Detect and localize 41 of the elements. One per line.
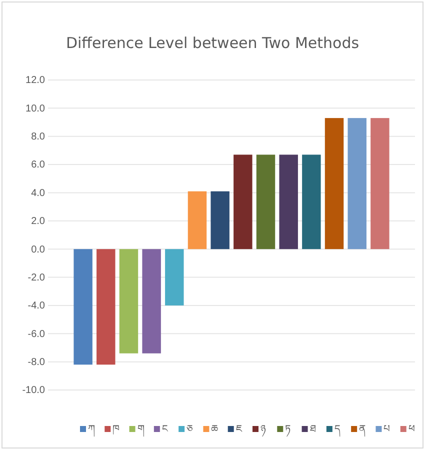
- bar: [188, 191, 207, 250]
- y-tick-label: 2.0: [31, 216, 46, 228]
- y-tick-label: -6.0: [28, 328, 46, 340]
- legend-label: ན: [359, 424, 366, 437]
- bar: [165, 249, 184, 306]
- y-tick-label: -4.0: [28, 300, 46, 312]
- bar: [96, 249, 116, 365]
- legend-label: ཇ: [236, 424, 243, 435]
- y-tick-label: 0.0: [31, 244, 46, 256]
- y-tick-label: 10.0: [26, 103, 46, 114]
- legend-label: ཆ: [211, 424, 218, 435]
- bar: [210, 191, 230, 250]
- legend-label: ད: [334, 424, 340, 437]
- y-tick-label: 6.0: [31, 160, 46, 171]
- bar: [324, 118, 344, 250]
- y-tick-label: 8.0: [31, 132, 46, 143]
- bar: [302, 154, 321, 250]
- bar: [348, 118, 366, 250]
- legend-label: ཕ: [408, 424, 414, 435]
- legend-label: ཉ: [260, 424, 266, 437]
- y-tick-label: -10.0: [22, 385, 46, 396]
- legend-label: ཀ: [88, 424, 95, 437]
- legend-label: ང: [162, 424, 169, 435]
- bar: [142, 249, 161, 354]
- legend-label: ཁ: [112, 424, 120, 435]
- bar: [370, 118, 390, 250]
- bar: [234, 154, 252, 250]
- y-tick-label: 4.0: [31, 188, 46, 199]
- bar: [74, 249, 92, 365]
- legend-label: ག: [137, 424, 144, 437]
- y-tick-label: -2.0: [28, 272, 46, 284]
- y-tick-label: 12.0: [26, 75, 46, 86]
- legend-label: པ: [384, 424, 390, 435]
- bar: [256, 154, 276, 250]
- bar: [279, 154, 298, 250]
- bar: [119, 249, 138, 354]
- legend-label: ཅ: [186, 424, 193, 435]
- chart-title: Difference Level between Two Methods: [66, 34, 360, 52]
- legend-label: ཏ: [285, 424, 292, 437]
- legend-label: ཐ: [310, 424, 316, 435]
- y-tick-label: -8.0: [28, 357, 46, 368]
